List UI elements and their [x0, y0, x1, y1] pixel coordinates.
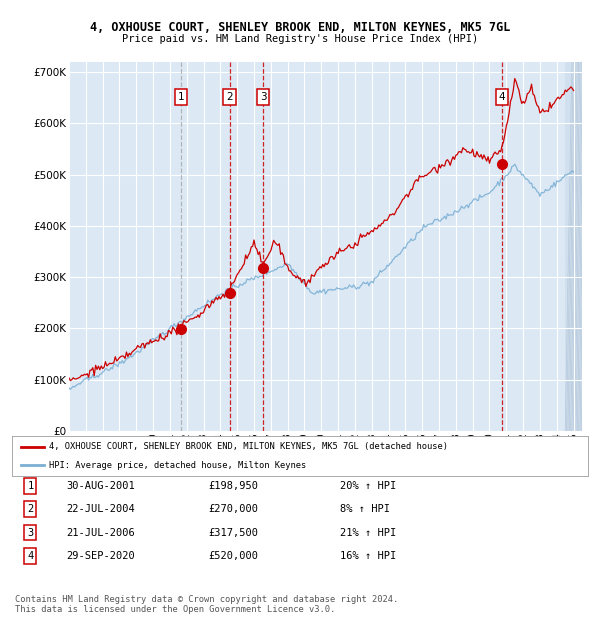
Text: 3: 3	[28, 528, 34, 538]
Text: HPI: Average price, detached house, Milton Keynes: HPI: Average price, detached house, Milt…	[49, 461, 307, 470]
Text: 29-SEP-2020: 29-SEP-2020	[67, 551, 136, 561]
Text: 4, OXHOUSE COURT, SHENLEY BROOK END, MILTON KEYNES, MK5 7GL: 4, OXHOUSE COURT, SHENLEY BROOK END, MIL…	[90, 22, 510, 34]
Text: 21-JUL-2006: 21-JUL-2006	[67, 528, 136, 538]
Text: 1: 1	[178, 92, 184, 102]
Text: 4: 4	[28, 551, 34, 561]
Text: 2: 2	[226, 92, 233, 102]
Text: 16% ↑ HPI: 16% ↑ HPI	[340, 551, 397, 561]
Text: 3: 3	[260, 92, 266, 102]
Text: Contains HM Land Registry data © Crown copyright and database right 2024.
This d: Contains HM Land Registry data © Crown c…	[15, 595, 398, 614]
Text: Price paid vs. HM Land Registry's House Price Index (HPI): Price paid vs. HM Land Registry's House …	[122, 34, 478, 44]
Text: 2: 2	[28, 504, 34, 514]
Text: 20% ↑ HPI: 20% ↑ HPI	[340, 480, 397, 490]
Text: £520,000: £520,000	[208, 551, 258, 561]
Text: £198,950: £198,950	[208, 480, 258, 490]
Text: 22-JUL-2004: 22-JUL-2004	[67, 504, 136, 514]
Text: 21% ↑ HPI: 21% ↑ HPI	[340, 528, 397, 538]
Text: 8% ↑ HPI: 8% ↑ HPI	[340, 504, 391, 514]
Text: £317,500: £317,500	[208, 528, 258, 538]
Polygon shape	[565, 62, 582, 431]
Text: 4, OXHOUSE COURT, SHENLEY BROOK END, MILTON KEYNES, MK5 7GL (detached house): 4, OXHOUSE COURT, SHENLEY BROOK END, MIL…	[49, 442, 448, 451]
Text: 30-AUG-2001: 30-AUG-2001	[67, 480, 136, 490]
Text: £270,000: £270,000	[208, 504, 258, 514]
Text: 1: 1	[28, 480, 34, 490]
Text: 4: 4	[499, 92, 505, 102]
